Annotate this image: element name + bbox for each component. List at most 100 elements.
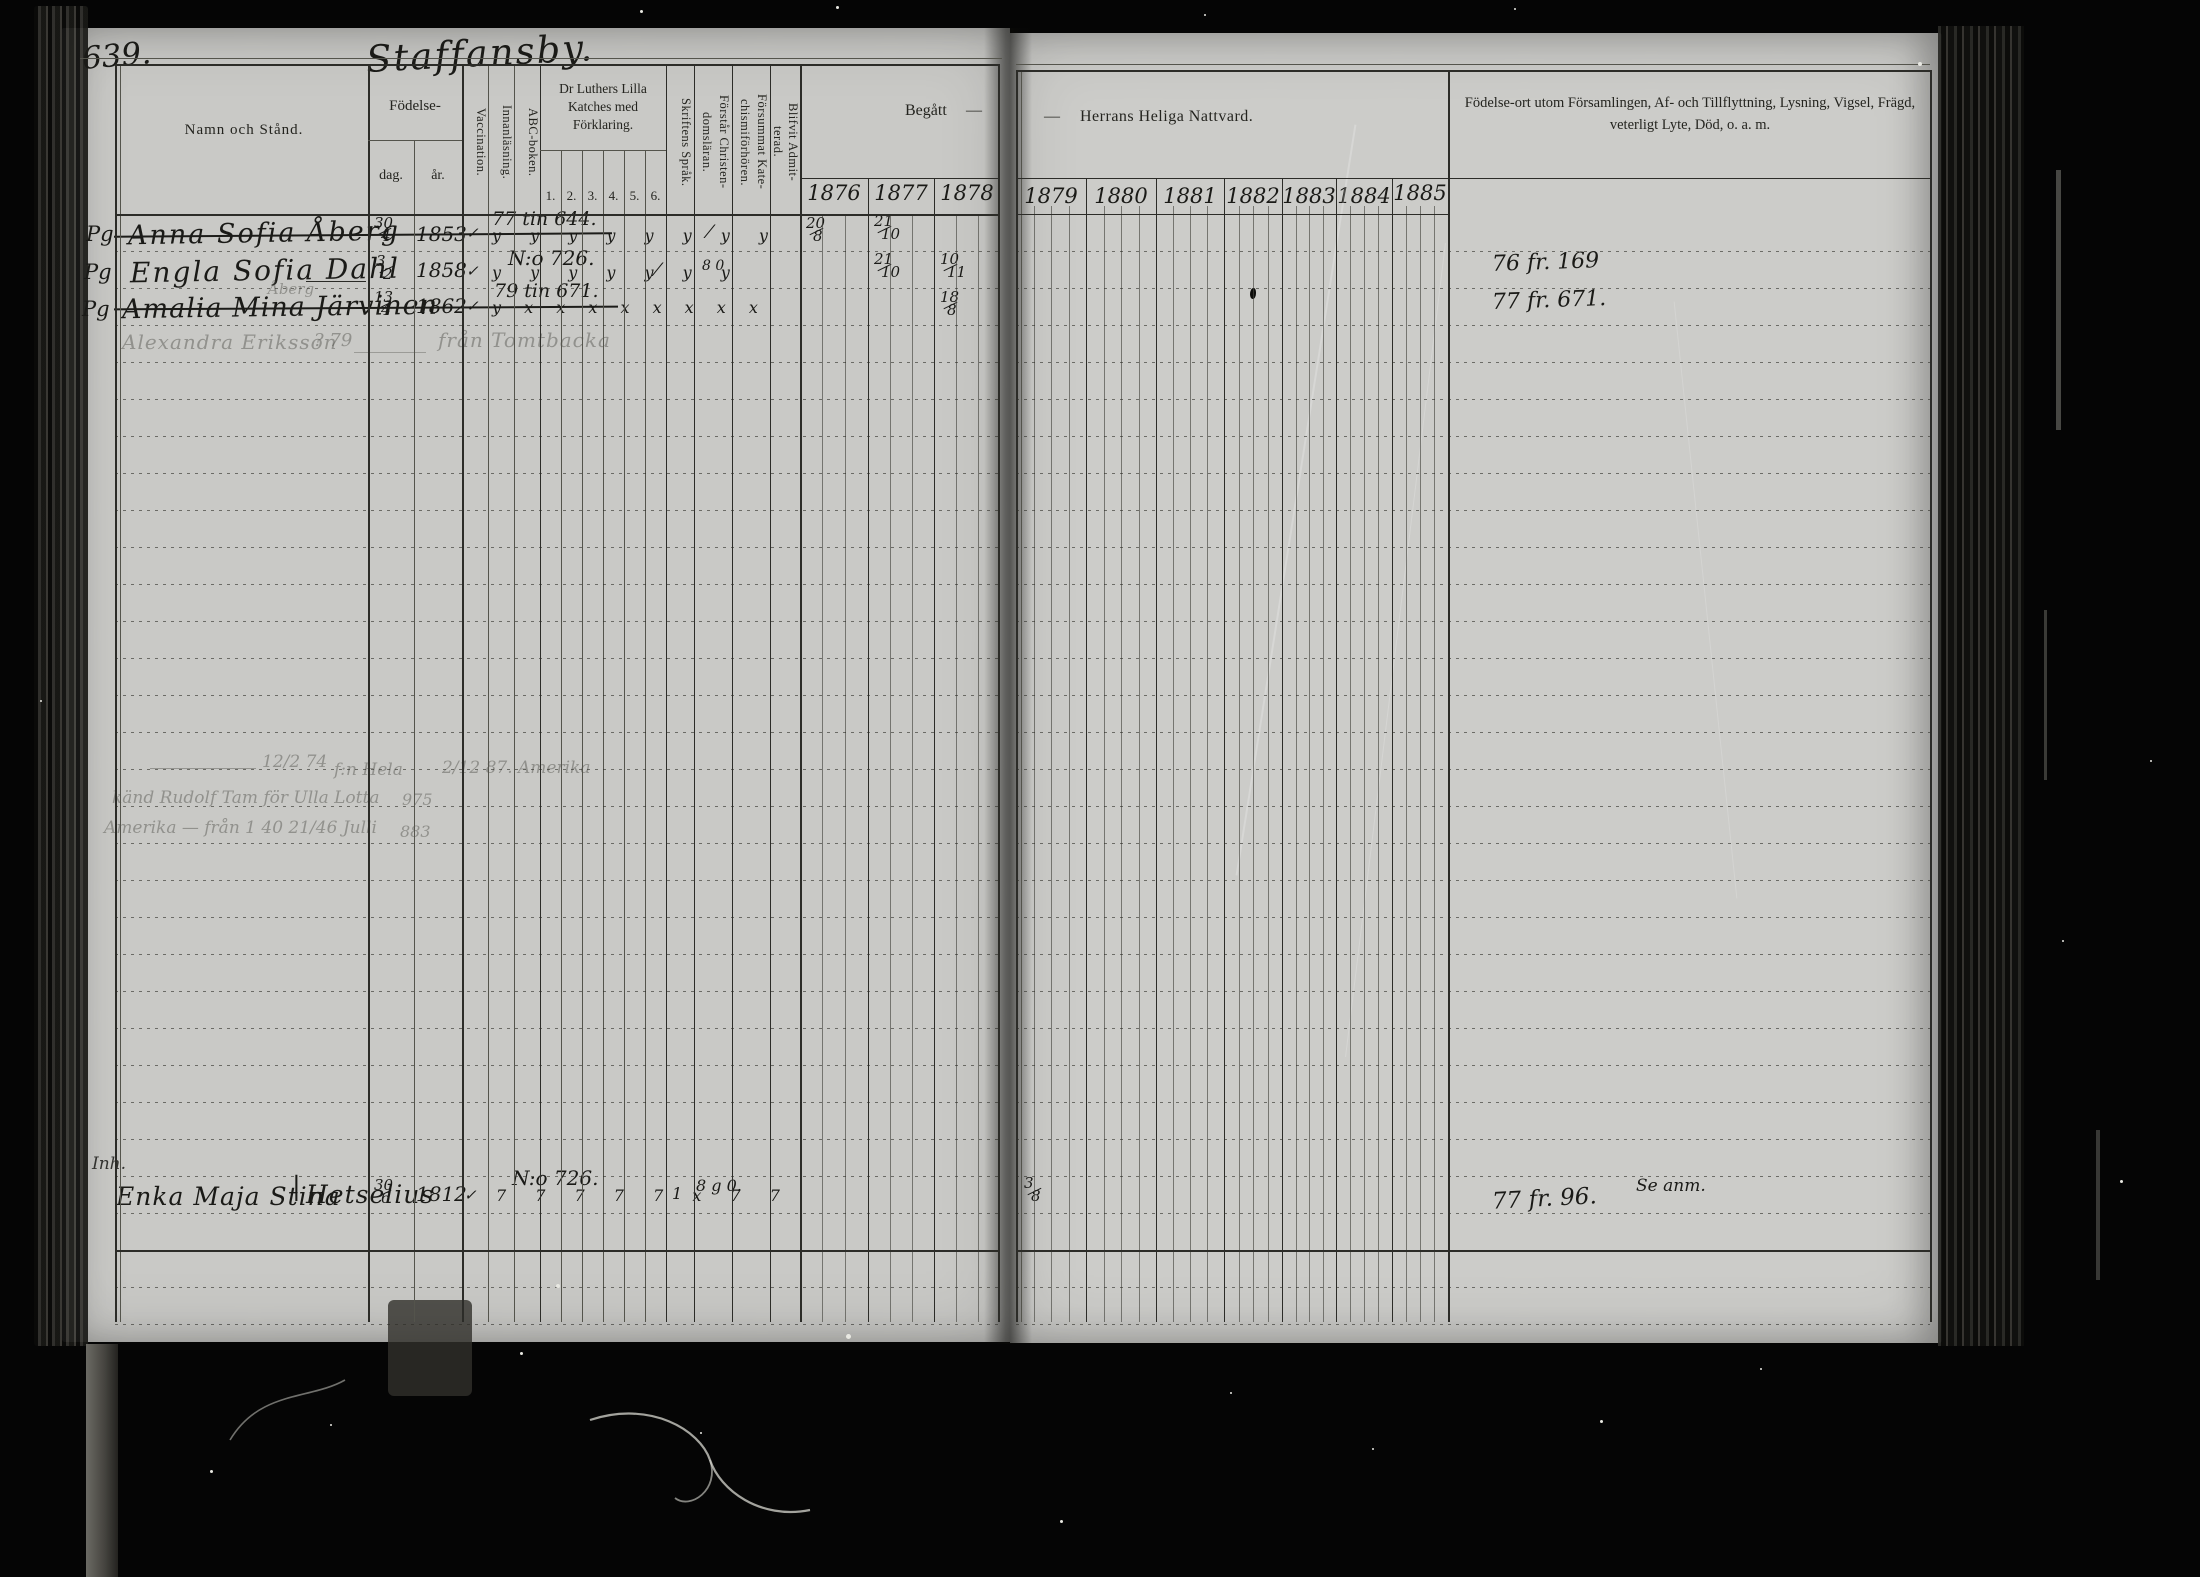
pencil-entry-origin: från Tomtbacka — [438, 328, 611, 352]
grid-line — [1016, 1213, 1930, 1214]
grid-line — [1016, 325, 1930, 326]
grid-line — [488, 64, 489, 1322]
sprak-mark: ⁄ — [656, 260, 660, 281]
grid-line — [115, 1102, 998, 1103]
grid-line — [1016, 954, 1930, 955]
grid-line — [1016, 70, 1018, 1322]
communion-date-1876: 20 8 — [806, 214, 826, 246]
grid-line — [115, 1250, 998, 1252]
name-divider-stroke: | — [292, 1172, 301, 1202]
dust-speck — [2120, 1180, 2123, 1183]
grid-line — [645, 150, 646, 1322]
dust-speck — [330, 1424, 332, 1426]
grid-line — [115, 214, 998, 216]
examination-marks: y y y y y y y y — [492, 226, 777, 245]
sprak-mark: 1 — [672, 1184, 683, 1203]
dust-speck — [1204, 14, 1206, 16]
examination-marks: 7 7 7 7 7 x 7 7 — [496, 1186, 789, 1205]
col-header-namn: Namn och Stånd. — [184, 122, 304, 138]
grid-line — [1364, 206, 1365, 1322]
grid-line — [1104, 206, 1105, 1322]
grid-line — [1392, 178, 1394, 1322]
row-margin-mark: Pg — [86, 222, 114, 246]
grid-line — [912, 214, 913, 1322]
grid-line — [1016, 658, 1930, 659]
grid-line — [115, 362, 998, 363]
grid-line — [1930, 70, 1933, 1322]
year-1884: 1884 — [1337, 184, 1391, 208]
grid-line — [1034, 206, 1035, 1322]
grid-line — [1239, 206, 1240, 1322]
grid-line — [1016, 991, 1930, 992]
grid-line — [115, 991, 998, 992]
grid-line — [115, 621, 998, 622]
grid-line — [1016, 806, 1930, 807]
entry-name: Engla Sofia Dahl — [129, 251, 401, 290]
col-header-dag: dag. — [379, 168, 403, 183]
grid-line — [115, 547, 998, 548]
grid-line — [115, 732, 998, 733]
birth-year: 1862 — [416, 294, 467, 318]
entry-surname: Hetselius — [306, 1180, 435, 1209]
grid-line — [1156, 178, 1158, 1322]
vaccination-mark: ✓ — [466, 262, 479, 280]
grid-line — [1016, 843, 1930, 844]
grid-line — [1350, 206, 1351, 1322]
grid-line — [120, 64, 121, 1322]
grid-line — [115, 64, 118, 1322]
grid-line — [1309, 206, 1310, 1322]
grid-line — [1016, 1065, 1930, 1066]
dust-speck — [556, 1284, 560, 1288]
grid-line — [540, 64, 542, 1322]
vaccination-mark: ✓ — [466, 297, 479, 315]
migration-note: 76 fr. 169 — [1491, 248, 1600, 277]
birth-year: 1812 — [416, 1182, 467, 1206]
grid-line — [1224, 178, 1226, 1322]
pencil-note: Amerika — från 1 40 21/46 Julli — [104, 818, 377, 838]
year-1883: 1883 — [1282, 184, 1336, 208]
col-header-kat-2: 2. — [566, 188, 577, 203]
grid-line — [1016, 1324, 1930, 1325]
communion-date-1878: 1011 — [940, 252, 966, 280]
below-page-debris — [388, 1300, 472, 1396]
grid-line — [1448, 70, 1450, 1322]
grid-line — [115, 473, 998, 474]
dust-speck — [1600, 1420, 1603, 1423]
dust-speck — [846, 1334, 851, 1339]
grid-line — [1016, 1028, 1930, 1029]
scratch-squiggle — [589, 1412, 811, 1513]
grid-line — [115, 769, 998, 770]
pencil-number: 975 — [402, 790, 433, 809]
grid-line — [1016, 178, 1448, 180]
pencil-note-amerika: 2/12 87. Amerika — [442, 758, 591, 778]
scratch-squiggle — [229, 1379, 346, 1441]
pencil-entry-name: Alexandra Eriksson — [122, 330, 338, 354]
row-margin-mark: Pg — [82, 297, 110, 321]
dust-speck — [1918, 62, 1922, 66]
col-header-begatt: Begått — [905, 102, 947, 119]
grid-line — [514, 64, 515, 1322]
grid-line — [1016, 1102, 1930, 1103]
book-note: N:o 726. — [508, 246, 595, 270]
grid-line — [368, 140, 462, 141]
grid-line — [582, 150, 583, 1322]
grid-line — [115, 880, 998, 881]
col-header-vaccination: Vaccination. — [474, 107, 488, 177]
see-annotation-note: Se anm. — [1636, 1176, 1706, 1196]
col-header-kat-3: 3. — [587, 188, 598, 203]
col-header-forsummat: Försummat Kate- chismiförhören. — [738, 94, 769, 190]
pencil-filler-line — [354, 352, 426, 354]
pencil-note-date: 12/2 74 — [262, 752, 328, 772]
dust-speck — [836, 6, 839, 9]
pencil-entry-note: ? 79 — [314, 330, 353, 351]
grid-line — [115, 436, 998, 437]
grid-line — [1323, 206, 1324, 1322]
grid-line — [800, 64, 802, 1322]
year-1877: 1877 — [874, 181, 928, 205]
row-margin-mark: Inh. — [92, 1154, 127, 1174]
birth-year: 1858 — [416, 258, 467, 282]
grid-line — [868, 178, 870, 1322]
grid-line — [115, 806, 998, 807]
